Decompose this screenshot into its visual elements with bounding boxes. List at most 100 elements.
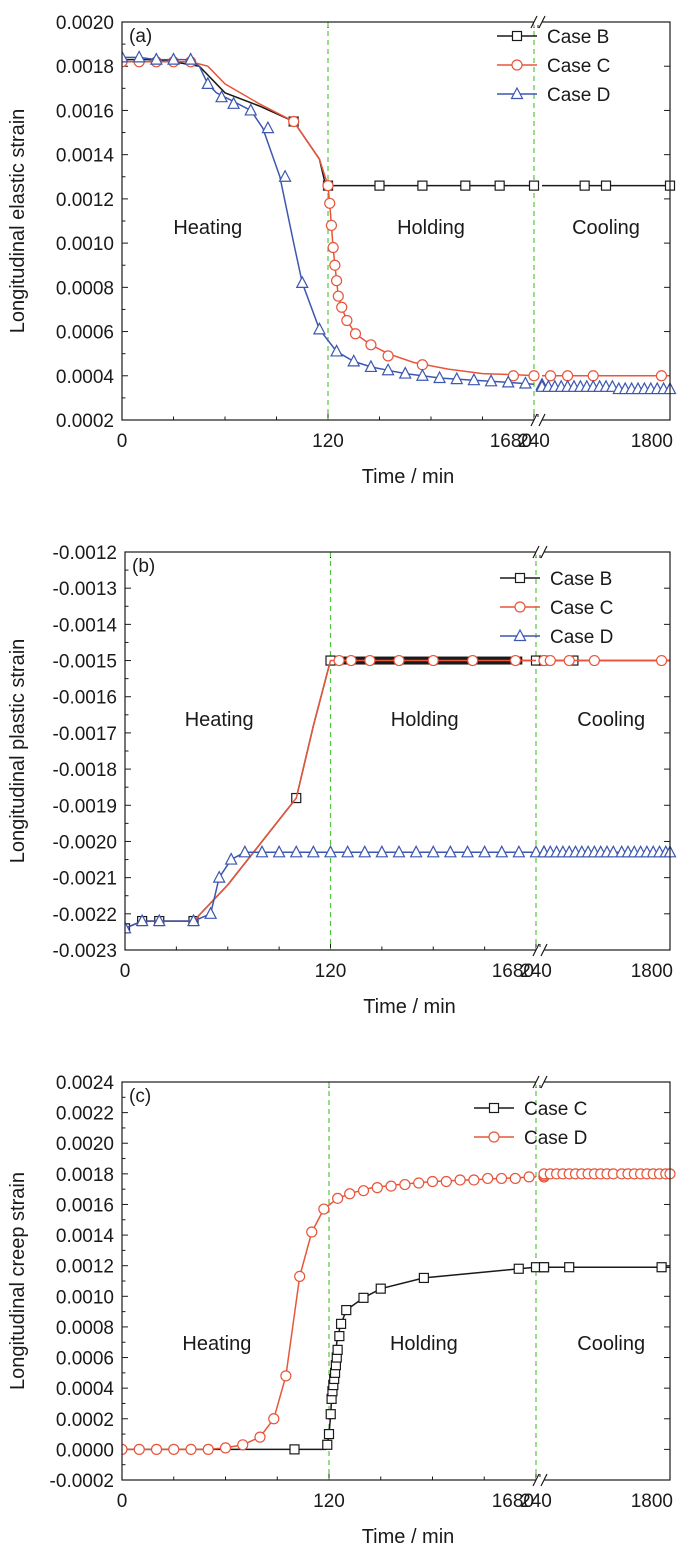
y-tick-label: 0.0000 [56,1440,114,1461]
data-point [656,1262,667,1273]
data-point [494,180,505,191]
axis-break-gap [534,417,542,423]
data-point [150,1443,163,1455]
data-point [450,371,464,385]
phase-lines [328,1082,537,1480]
axis-break-mark [532,943,540,957]
x-axis-title: Time / min [362,1526,455,1548]
legend-label: Case B [550,569,612,590]
panel-b: -0.0012 -0.0013 -0.0014 -0.0015 -0.0016 -0.00… [7,543,677,1018]
y-tick-label: 0.0012 [56,190,114,211]
x-tick-label: 120 [315,961,347,982]
data-point [238,845,252,858]
series-case-d [125,845,677,934]
legend-marker [510,86,524,100]
data-point [330,275,343,287]
data-point [426,845,440,858]
y-tick-label: 0.0024 [56,1073,115,1094]
data-point [312,322,326,335]
legend-label: Case D [550,627,613,648]
y-tick-label: 0.0008 [56,278,114,299]
x-tick-label: 0 [120,961,131,982]
data-point [544,654,556,667]
region-label-holding: Holding [390,1333,458,1355]
data-point [167,52,180,65]
data-point [335,1318,347,1329]
axis-break-mark [540,943,548,957]
legend-item: Case C [500,598,613,619]
data-point [460,180,471,191]
y-axis: 0.0002 0.0004 0.0006 0.0008 0.0010 0.0012 0.00… [56,13,670,432]
data-point [133,1443,145,1455]
series-case-c [122,1262,670,1455]
y-tick-label: 0.0016 [56,1195,114,1216]
data-point [322,180,334,192]
data-point [202,1443,214,1455]
data-point [244,103,258,116]
data-point [495,1172,508,1185]
legend-label: Case C [547,56,610,77]
plot-area [125,654,677,934]
axis-break-mark [540,545,548,559]
axis-break-mark [538,15,546,29]
y-axis: -0.0002 0.0000 0.0002 0.0004 0.0006 0.0008 0.0… [50,1073,670,1492]
panel-letter: (a) [129,26,152,47]
data-point [135,913,149,927]
data-point [392,845,406,858]
data-point [375,1283,386,1294]
data-point [330,344,344,357]
data-point [318,1203,330,1215]
data-point [185,1443,197,1455]
data-point [345,654,357,667]
data-point [333,654,345,667]
data-point [347,354,361,367]
data-point [561,370,574,382]
legend-item: Case D [497,85,610,106]
region-label-cooling: Cooling [577,709,645,731]
plot-frame [124,551,671,951]
panel-a: 0.0002 0.0004 0.0006 0.0008 0.0010 0.0012 0.00… [7,13,677,488]
data-point [523,1171,535,1183]
data-point [528,180,540,191]
data-point [509,1172,521,1185]
legend-item: Case D [474,1128,587,1149]
data-point [417,180,428,191]
phase-lines [329,552,537,950]
data-point [272,845,286,858]
y-tick-label: 0.0002 [56,411,114,432]
data-point [413,1177,425,1189]
axis-break [532,1075,548,1487]
data-point [332,290,344,302]
data-point [606,845,620,858]
data-point [364,359,378,373]
data-point [415,368,429,381]
plot-area [122,50,677,395]
axis-break-gap [534,19,542,25]
axis-break-gap [536,549,544,555]
panel-letter: (c) [129,1086,151,1107]
y-tick-label: 0.0010 [56,234,114,255]
data-point [332,1192,344,1204]
data-point [563,654,575,667]
data-point [324,845,337,858]
x-tick-label: 1800 [631,1491,673,1512]
data-point [325,219,338,232]
data-point [125,920,132,934]
data-point [371,1182,383,1194]
data-point [122,50,129,63]
y-tick-label: 0.0020 [56,13,114,34]
y-axis-title: Longitudinal creep strain [7,1172,29,1390]
data-point [329,259,341,271]
data-point [261,120,275,134]
axis-break-mark [530,15,538,29]
data-point [385,1180,397,1192]
region-labels: Heating Holding Cooling [185,709,645,731]
legend: Case B Case C Case D [497,27,610,106]
data-point [295,275,309,289]
y-axis: -0.0012 -0.0013 -0.0014 -0.0015 -0.0016 -0.00… [53,543,670,962]
data-point [588,654,601,667]
legend: Case C Case D [474,1099,587,1149]
data-point [184,52,198,65]
